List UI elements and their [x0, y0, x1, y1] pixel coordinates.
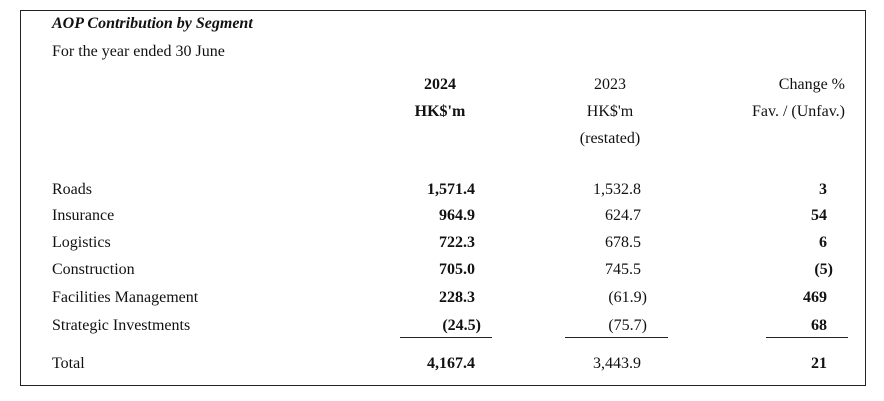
column-header: 2024: [424, 76, 456, 93]
row-label: Logistics: [52, 234, 111, 251]
cell: 624.7: [605, 207, 641, 224]
column-header: HK$'m: [414, 103, 466, 120]
cell: 4,167.4: [427, 355, 475, 372]
row-label: Total: [52, 355, 85, 372]
cell: (75.7): [608, 317, 647, 334]
table-frame: [20, 10, 866, 386]
cell: 6: [819, 234, 827, 251]
cell: 678.5: [605, 234, 641, 251]
underline: [565, 337, 668, 338]
cell: (24.5): [442, 317, 481, 334]
cell: 745.5: [605, 261, 641, 278]
cell: 722.3: [439, 234, 475, 251]
row-label: Insurance: [52, 207, 115, 224]
cell: 68: [811, 317, 827, 334]
cell: 228.3: [439, 289, 475, 306]
column-header: Change %: [778, 76, 845, 93]
cell: 3,443.9: [593, 355, 641, 372]
row-label: Construction: [52, 261, 135, 278]
cell: 705.0: [439, 261, 475, 278]
row-label: Strategic Investments: [52, 317, 191, 334]
column-header: (restated): [579, 130, 641, 147]
underline: [400, 337, 492, 338]
title: AOP Contribution by Segment: [52, 15, 253, 32]
cell: 3: [819, 181, 827, 198]
column-header: HK$'m: [586, 103, 634, 120]
cell: 964.9: [439, 207, 475, 224]
cell: 54: [811, 207, 827, 224]
cell: 469: [803, 289, 827, 306]
column-header: Fav. / (Unfav.): [751, 103, 845, 120]
row-label: Roads: [52, 181, 92, 198]
cell: (5): [814, 261, 833, 278]
cell: 21: [811, 355, 827, 372]
column-header: 2023: [594, 76, 626, 93]
subtitle: For the year ended 30 June: [52, 43, 225, 60]
cell: 1,571.4: [427, 181, 475, 198]
cell: 1,532.8: [593, 181, 641, 198]
row-label: Facilities Management: [52, 289, 199, 306]
cell: (61.9): [608, 289, 647, 306]
underline: [766, 337, 848, 338]
